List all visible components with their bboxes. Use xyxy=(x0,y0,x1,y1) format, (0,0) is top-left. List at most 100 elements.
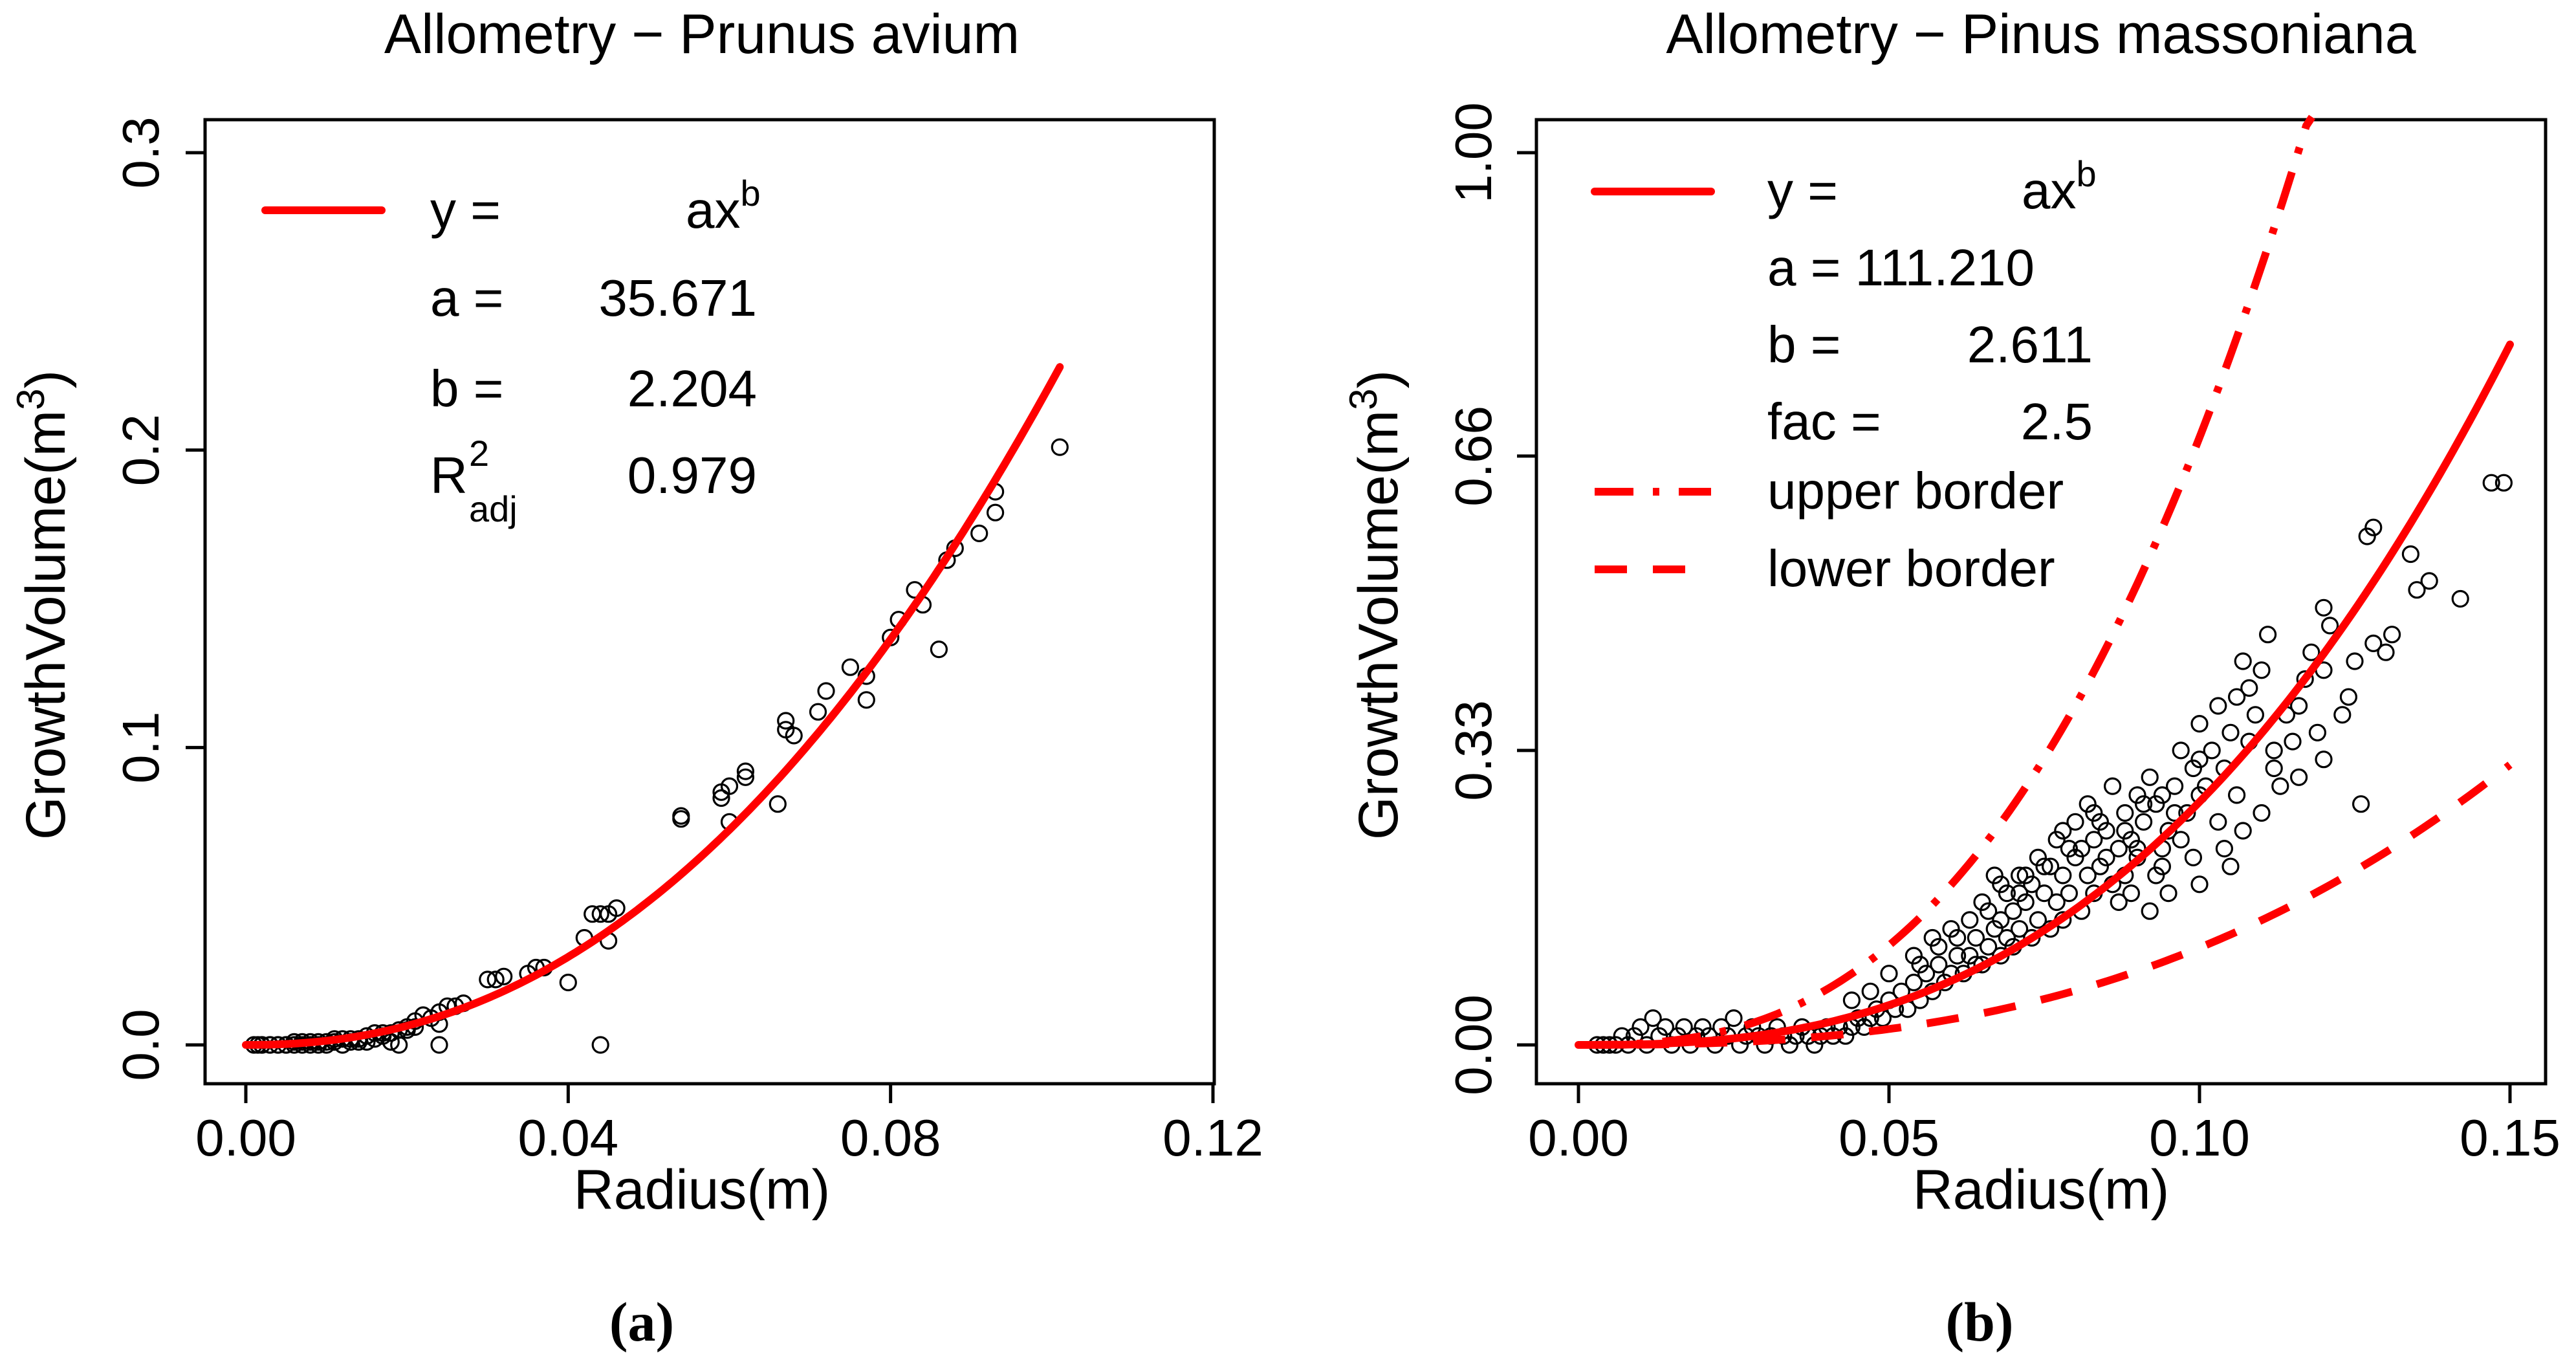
data-point xyxy=(1675,1018,1693,1036)
data-point xyxy=(970,524,988,543)
data-point xyxy=(2085,831,2103,849)
data-point xyxy=(2060,839,2078,858)
y-tick-label: 0.3 xyxy=(112,116,169,188)
x-tick-label: 0.00 xyxy=(195,1109,296,1167)
data-point xyxy=(2321,617,2339,635)
data-point xyxy=(2290,697,2308,715)
data-point xyxy=(2339,688,2357,706)
data-point xyxy=(2141,902,2159,920)
data-point xyxy=(2135,795,2153,813)
data-point xyxy=(1905,947,1923,965)
data-point xyxy=(2315,751,2333,769)
axes: 0.00 0.04 0.08 0.12 0.0 0.1 0.2 0.3 xyxy=(112,116,1263,1167)
data-point xyxy=(1948,947,1967,965)
legend-line-1-lhs: y = xyxy=(430,181,501,239)
data-point xyxy=(2190,875,2209,894)
data-point xyxy=(736,768,755,786)
x-tick-label: 0.08 xyxy=(840,1109,941,1167)
data-point xyxy=(2352,795,2370,813)
data-point xyxy=(2234,822,2252,840)
data-point xyxy=(1911,956,1929,974)
x-tick-label: 0.04 xyxy=(518,1109,618,1167)
legend-line-4-rhs: 2.5 xyxy=(2021,393,2093,450)
data-point xyxy=(2029,848,2047,867)
panel-caption: (a) xyxy=(609,1291,674,1353)
data-point xyxy=(2253,804,2271,822)
legend-line-3-rhs: 2.204 xyxy=(628,360,757,417)
legend-line-1-rhs: axb xyxy=(2022,153,2097,219)
data-points xyxy=(1588,474,2513,1054)
data-point xyxy=(1985,920,2003,938)
data-point xyxy=(1948,928,1967,947)
data-point xyxy=(1961,947,1979,965)
data-point xyxy=(2122,831,2140,849)
data-point xyxy=(2054,866,2072,884)
data-point xyxy=(2091,813,2109,831)
y-tick-label: 0.66 xyxy=(1445,406,1502,507)
data-point xyxy=(2066,848,2084,867)
y-axis-label: GrowthVolume(m3) xyxy=(1342,370,1410,840)
legend-line-4-rhs: 0.979 xyxy=(628,446,757,504)
data-point xyxy=(1861,982,1879,1000)
data-point xyxy=(2265,741,2283,760)
y-tick-label: 0.0 xyxy=(112,1009,169,1080)
legend-line-3-lhs: b = xyxy=(1767,316,1840,373)
x-tick-label: 0.10 xyxy=(2149,1109,2250,1167)
data-point xyxy=(817,682,835,700)
data-point xyxy=(2159,884,2178,903)
x-tick-label: 0.05 xyxy=(1839,1109,1939,1167)
data-point xyxy=(1842,991,1861,1009)
data-point xyxy=(1980,902,1998,920)
data-point xyxy=(2420,572,2438,590)
y-tick-label: 1.00 xyxy=(1445,102,1502,203)
data-point xyxy=(736,762,755,780)
data-point xyxy=(2234,652,2252,670)
data-point xyxy=(2110,893,2128,912)
data-point xyxy=(2147,795,2165,813)
data-point xyxy=(1992,911,2010,929)
data-point xyxy=(2147,866,2165,884)
data-point xyxy=(1780,1036,1798,1054)
data-point xyxy=(2308,723,2326,741)
data-point xyxy=(2215,839,2233,858)
x-tick-label: 0.15 xyxy=(2460,1109,2560,1167)
data-point xyxy=(2302,643,2320,661)
data-point xyxy=(2172,741,2190,760)
data-point xyxy=(1880,965,1898,983)
data-point xyxy=(2364,518,2383,536)
data-point xyxy=(2042,857,2060,875)
data-point xyxy=(2184,759,2202,778)
data-point xyxy=(2066,813,2084,831)
data-point xyxy=(2047,893,2066,912)
y-axis-label: GrowthVolume(m3) xyxy=(9,370,77,840)
data-point xyxy=(2228,688,2246,706)
data-point xyxy=(2221,857,2240,875)
data-point xyxy=(2023,928,2041,947)
data-point xyxy=(2091,857,2109,875)
data-point xyxy=(2358,527,2376,545)
data-point xyxy=(2128,786,2146,804)
data-point xyxy=(2265,759,2283,778)
data-point xyxy=(2209,697,2227,715)
x-axis-label: Radius(m) xyxy=(574,1159,831,1221)
data-point xyxy=(2016,866,2035,884)
data-point xyxy=(1644,1009,1662,1027)
data-point xyxy=(2482,474,2500,492)
data-point xyxy=(857,691,875,709)
x-tick-label: 0.00 xyxy=(1528,1109,1629,1167)
legend-line-2-lhs: a = xyxy=(430,269,503,327)
data-point xyxy=(2073,839,2091,858)
data-point xyxy=(1855,1018,1873,1036)
data-point xyxy=(1998,928,2016,947)
y-tick-label: 0.2 xyxy=(112,414,169,486)
data-point xyxy=(2296,670,2314,688)
data-point xyxy=(2253,661,2271,679)
legend-line-3-rhs: 2.611 xyxy=(1967,316,2093,373)
data-point xyxy=(1656,1018,1674,1036)
legend-line-3-lhs: b = xyxy=(430,360,503,417)
data-point xyxy=(559,973,577,992)
x-axis-label: Radius(m) xyxy=(1913,1159,2170,1221)
data-point xyxy=(390,1036,408,1054)
data-point xyxy=(672,810,690,828)
